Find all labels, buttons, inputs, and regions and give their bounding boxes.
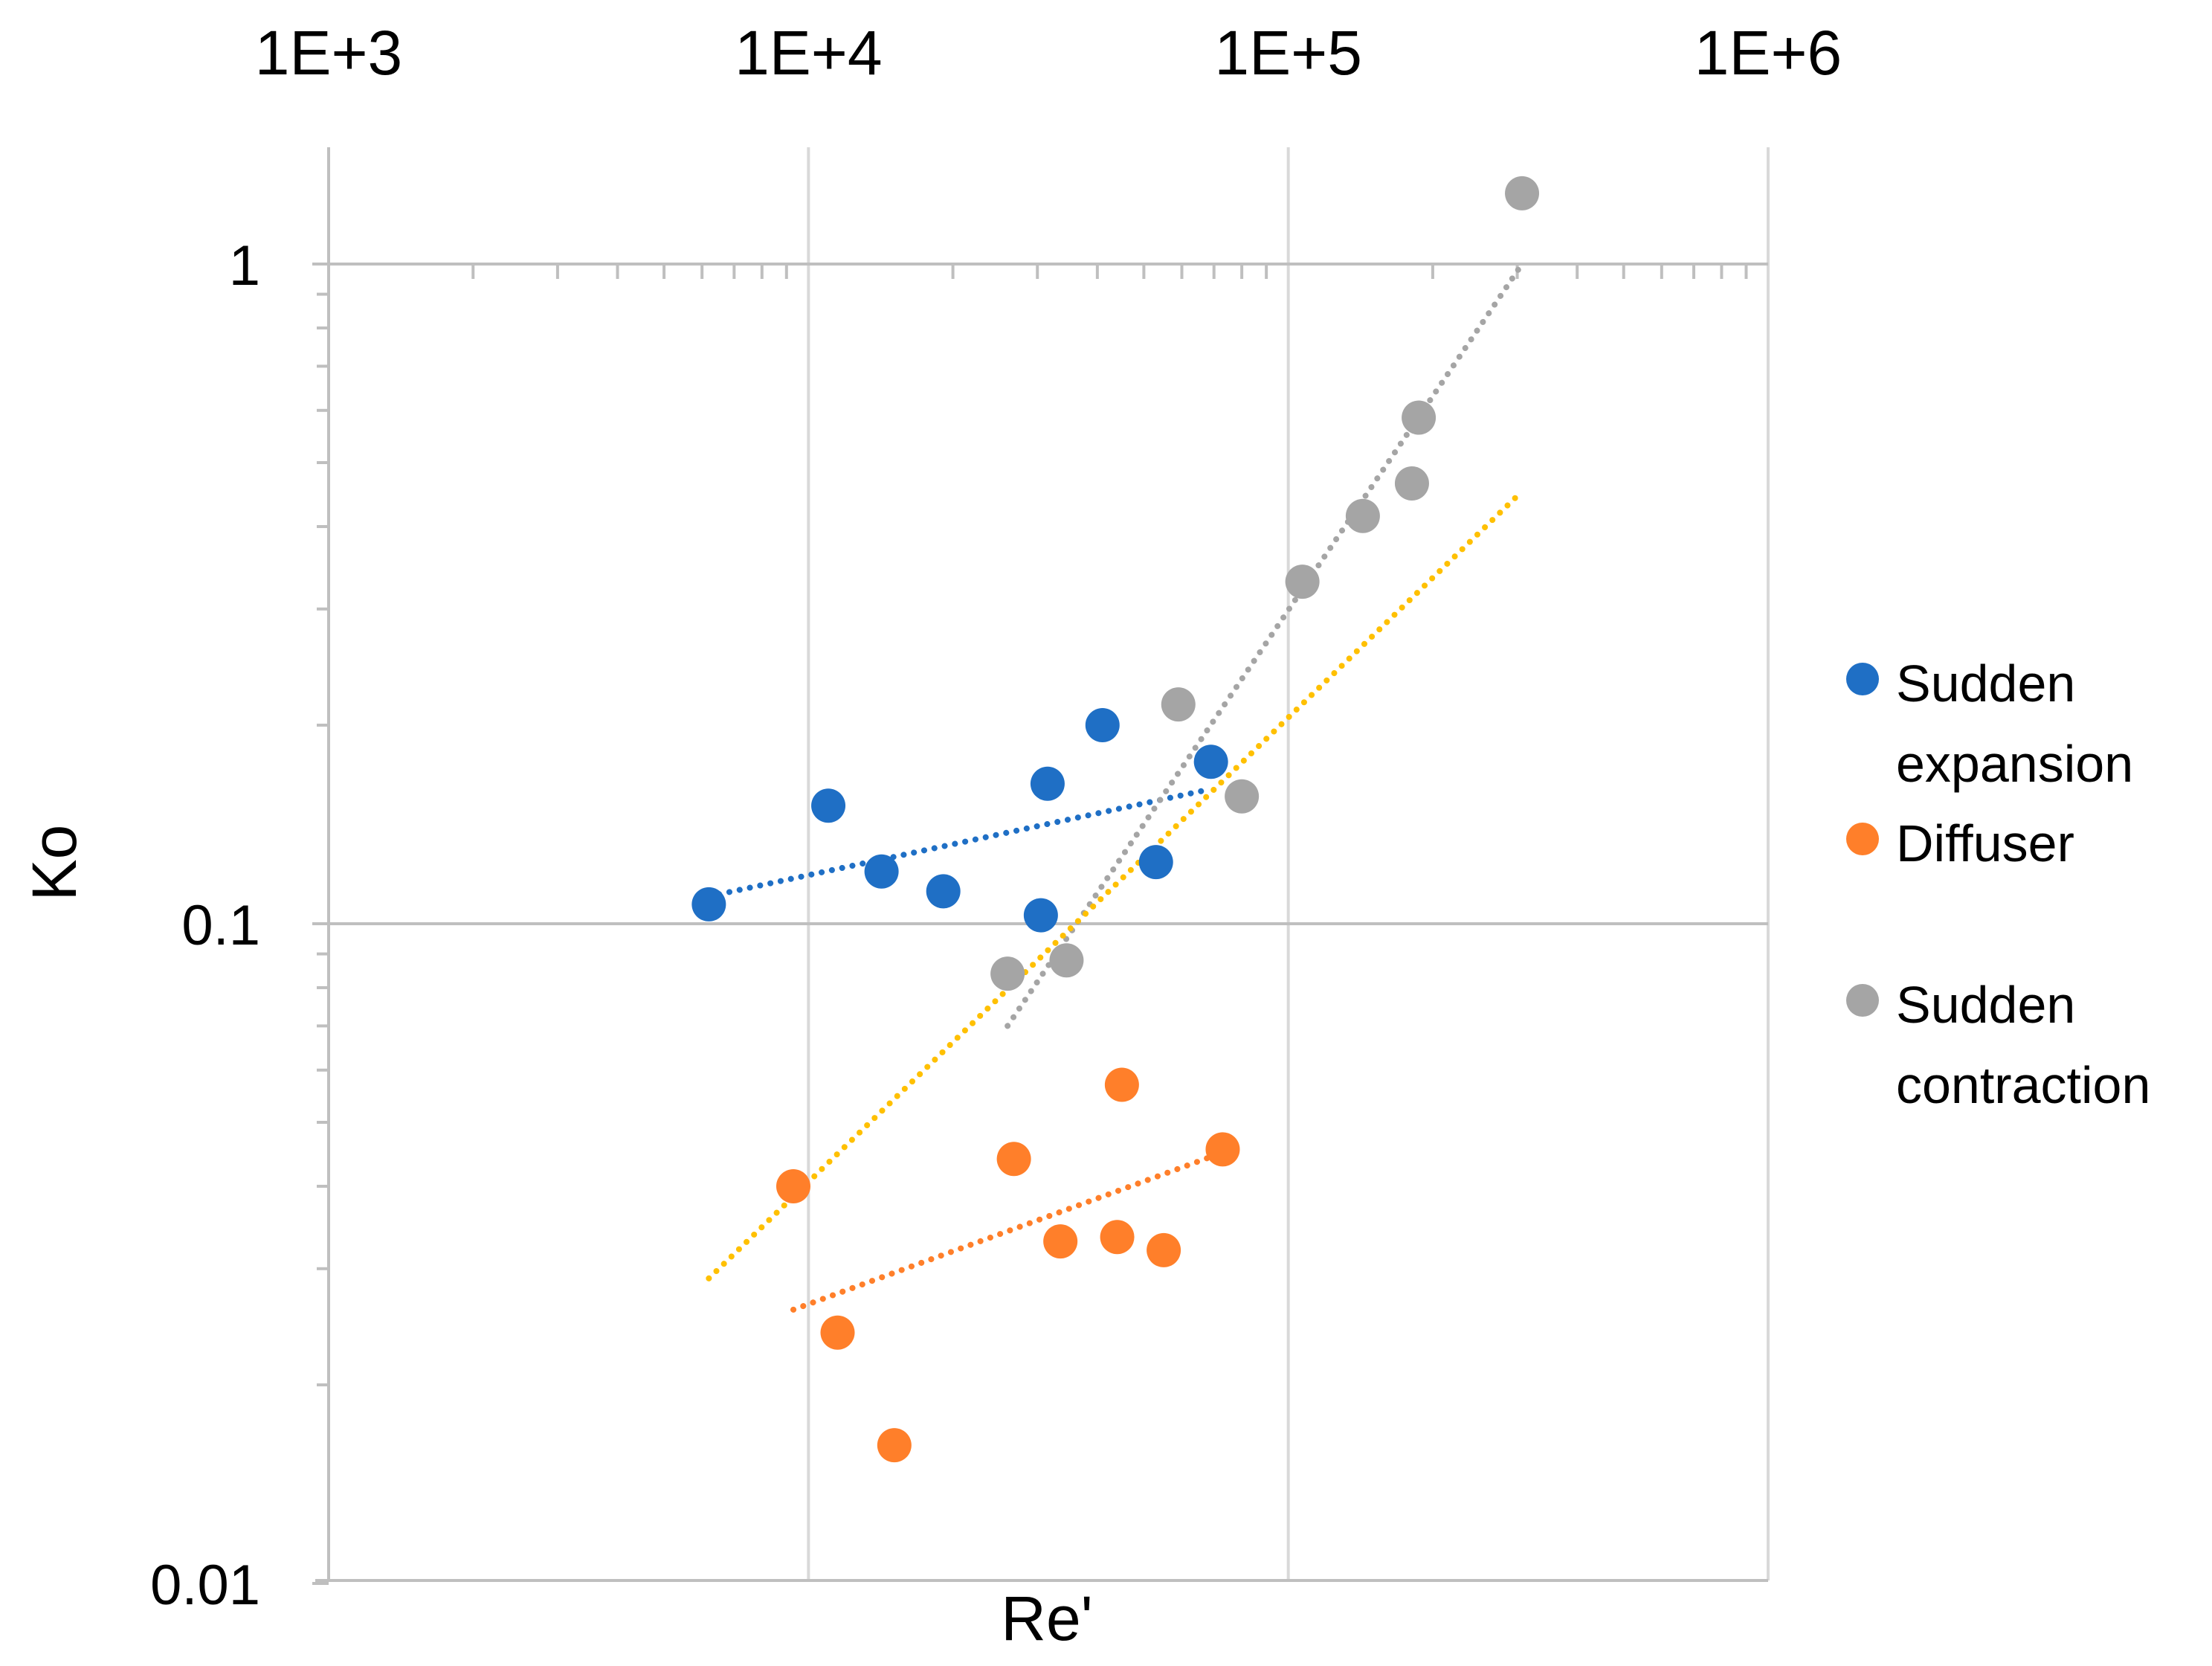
point-sudden-contraction bbox=[1049, 943, 1084, 978]
trendline-overall bbox=[706, 492, 1521, 1281]
point-sudden-expansion bbox=[1138, 845, 1173, 880]
y-tick-label: 1 bbox=[229, 234, 260, 298]
y-tick-label: 0.01 bbox=[150, 1554, 260, 1617]
point-sudden-expansion bbox=[811, 788, 846, 823]
point-diffuser bbox=[1100, 1220, 1135, 1255]
point-sudden-contraction bbox=[990, 956, 1025, 991]
x-tick-label: 1E+4 bbox=[735, 18, 883, 88]
x-tick-label: 1E+5 bbox=[1214, 18, 1362, 88]
y-axis-title: Ko bbox=[19, 825, 89, 901]
trendline-layer bbox=[706, 261, 1526, 1313]
legend-marker bbox=[1846, 984, 1879, 1017]
point-layer bbox=[691, 176, 1540, 1463]
point-sudden-contraction bbox=[1394, 466, 1429, 501]
point-sudden-expansion bbox=[926, 874, 961, 909]
point-sudden-contraction bbox=[1225, 779, 1260, 814]
x-tick-label: 1E+3 bbox=[255, 18, 403, 88]
point-diffuser bbox=[1043, 1224, 1078, 1259]
point-diffuser bbox=[1205, 1132, 1240, 1167]
legend-label: Sudden bbox=[1896, 654, 2075, 713]
y-tick-label: 0.1 bbox=[181, 894, 260, 957]
x-axis-title: Re' bbox=[1001, 1583, 1092, 1653]
point-sudden-expansion bbox=[864, 854, 899, 889]
legend-label: Diffuser bbox=[1896, 814, 2074, 872]
point-sudden-contraction bbox=[1161, 687, 1196, 722]
legend-label: expansion bbox=[1896, 735, 2133, 793]
axis-layer bbox=[312, 147, 1768, 1585]
point-sudden-contraction bbox=[1345, 498, 1380, 533]
legend-label: contraction bbox=[1896, 1056, 2150, 1114]
point-sudden-contraction bbox=[1505, 176, 1540, 210]
tick-label-layer: 1E+3 1E+4 1E+5 1E+6 0.01 0.1 1 bbox=[150, 18, 1842, 1617]
legend-marker bbox=[1846, 823, 1879, 855]
point-sudden-expansion bbox=[691, 887, 726, 922]
point-diffuser bbox=[1104, 1067, 1139, 1102]
point-diffuser bbox=[776, 1168, 810, 1203]
legend: Sudden expansion Diffuser Sudden contraction bbox=[1846, 654, 2150, 1114]
point-sudden-expansion bbox=[1085, 707, 1120, 742]
point-sudden-contraction bbox=[1402, 400, 1436, 435]
point-sudden-expansion bbox=[1030, 766, 1065, 801]
trendline-diffuser bbox=[790, 1149, 1226, 1313]
point-diffuser bbox=[877, 1428, 912, 1463]
x-tick-label: 1E+6 bbox=[1695, 18, 1842, 88]
legend-label: Sudden bbox=[1896, 976, 2075, 1034]
grid-layer bbox=[329, 147, 1770, 1580]
point-diffuser bbox=[1147, 1232, 1181, 1267]
point-diffuser bbox=[820, 1315, 855, 1350]
point-sudden-contraction bbox=[1285, 565, 1320, 599]
trendline-sudden-contraction bbox=[1005, 261, 1526, 1029]
trendline-sudden-expansion bbox=[706, 785, 1214, 900]
point-sudden-expansion bbox=[1193, 744, 1228, 779]
point-diffuser bbox=[996, 1142, 1031, 1177]
legend-marker bbox=[1846, 663, 1879, 695]
point-sudden-expansion bbox=[1023, 898, 1058, 933]
